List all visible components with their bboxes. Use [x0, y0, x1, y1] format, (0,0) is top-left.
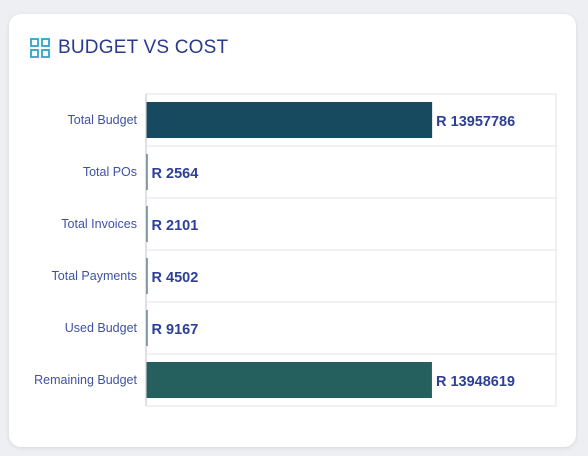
card-title: BUDGET VS COST	[58, 37, 229, 58]
bar	[146, 102, 433, 138]
grid-icon	[30, 38, 50, 58]
category-label: Total POs	[83, 165, 137, 179]
data-label: R 2564	[152, 166, 199, 182]
category-label: Total Budget	[68, 113, 138, 127]
bar	[146, 206, 148, 242]
data-label: R 9167	[152, 322, 199, 338]
category-label: Used Budget	[65, 321, 138, 335]
data-label: R 2101	[152, 218, 199, 234]
bar	[146, 310, 148, 346]
category-label: Total Invoices	[61, 217, 137, 231]
category-label: Remaining Budget	[34, 373, 137, 387]
bar	[146, 362, 432, 398]
card-header: BUDGET VS COST	[30, 34, 228, 62]
data-label: R 4502	[152, 270, 199, 286]
category-label: Total Payments	[52, 269, 137, 283]
data-label: R 13948619	[436, 374, 515, 390]
bar	[146, 154, 148, 190]
data-label: R 13957786	[436, 114, 515, 130]
bar	[146, 258, 148, 294]
